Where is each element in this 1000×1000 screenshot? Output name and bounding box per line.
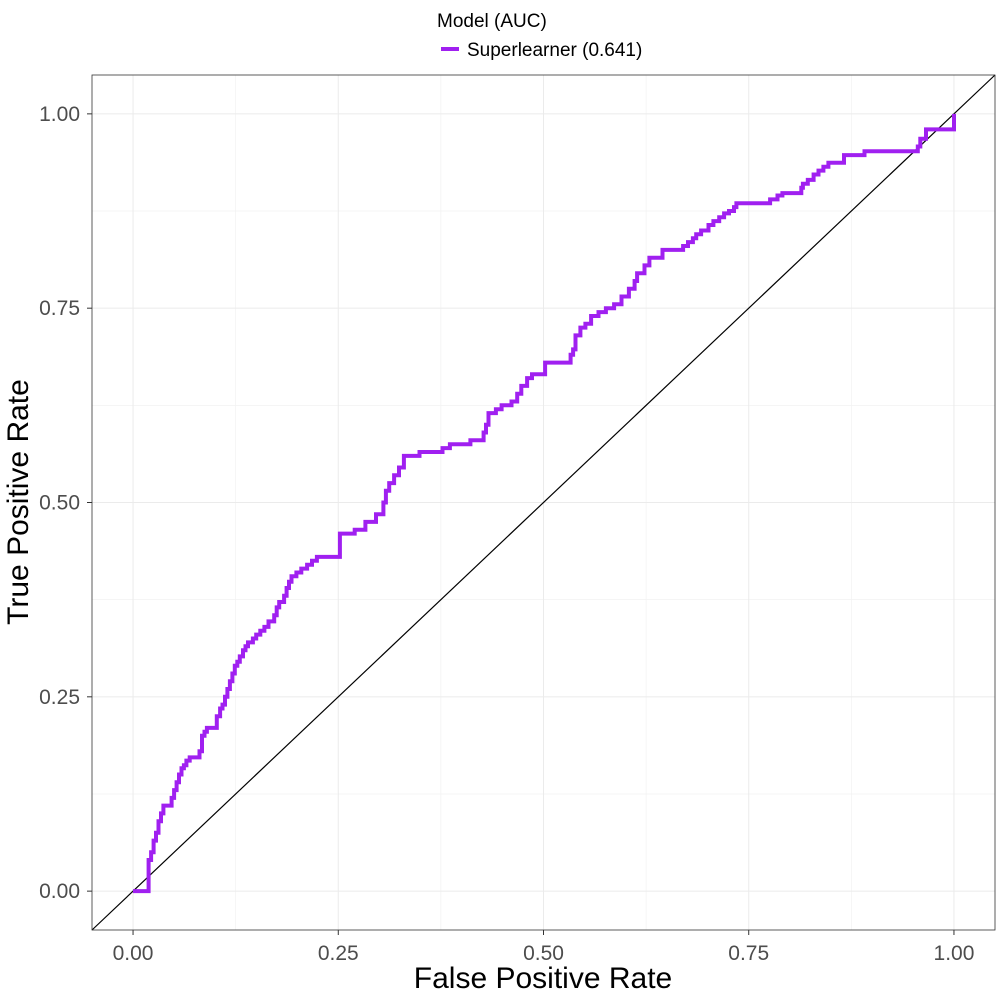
roc-series xyxy=(133,113,956,894)
x-tick-label: 0.75 xyxy=(728,942,769,965)
y-tick-label: 0.75 xyxy=(39,297,80,320)
y-tick-label: 0.50 xyxy=(39,492,80,515)
x-tick-label: 0.00 xyxy=(113,942,154,965)
roc-curve-superlearner xyxy=(133,113,956,894)
x-tick-label: 1.00 xyxy=(934,942,975,965)
x-tick-label: 0.25 xyxy=(318,942,359,965)
y-axis-title: True Positive Rate xyxy=(2,379,35,625)
reference-diagonal xyxy=(91,74,996,931)
x-axis-title: False Positive Rate xyxy=(414,962,672,995)
legend-title: Model (AUC) xyxy=(437,11,547,32)
major-gridlines xyxy=(92,75,995,930)
y-tick-label: 0.25 xyxy=(39,686,80,709)
y-tick-label: 1.00 xyxy=(39,103,80,126)
y-tick-label: 0.00 xyxy=(39,880,80,903)
legend: Model (AUC) Superlearner (0.641) xyxy=(437,11,642,61)
x-tick-label: 0.50 xyxy=(523,942,564,965)
y-axis-ticks: 0.00 0.25 0.50 0.75 1.00 xyxy=(39,103,92,903)
x-axis-ticks: 0.00 0.25 0.50 0.75 1.00 xyxy=(113,930,975,965)
legend-label-superlearner: Superlearner (0.641) xyxy=(467,40,642,61)
chance-diagonal-line xyxy=(91,74,996,931)
